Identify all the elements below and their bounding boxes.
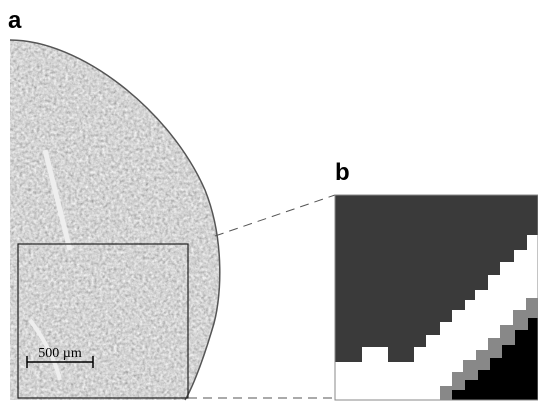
zoom-line: [215, 195, 335, 236]
figure: a 500 µm b: [0, 0, 538, 405]
panel-label: a: [8, 7, 22, 34]
scale-bar-label: 500 µm: [38, 346, 82, 361]
panel-label: b: [335, 159, 350, 186]
